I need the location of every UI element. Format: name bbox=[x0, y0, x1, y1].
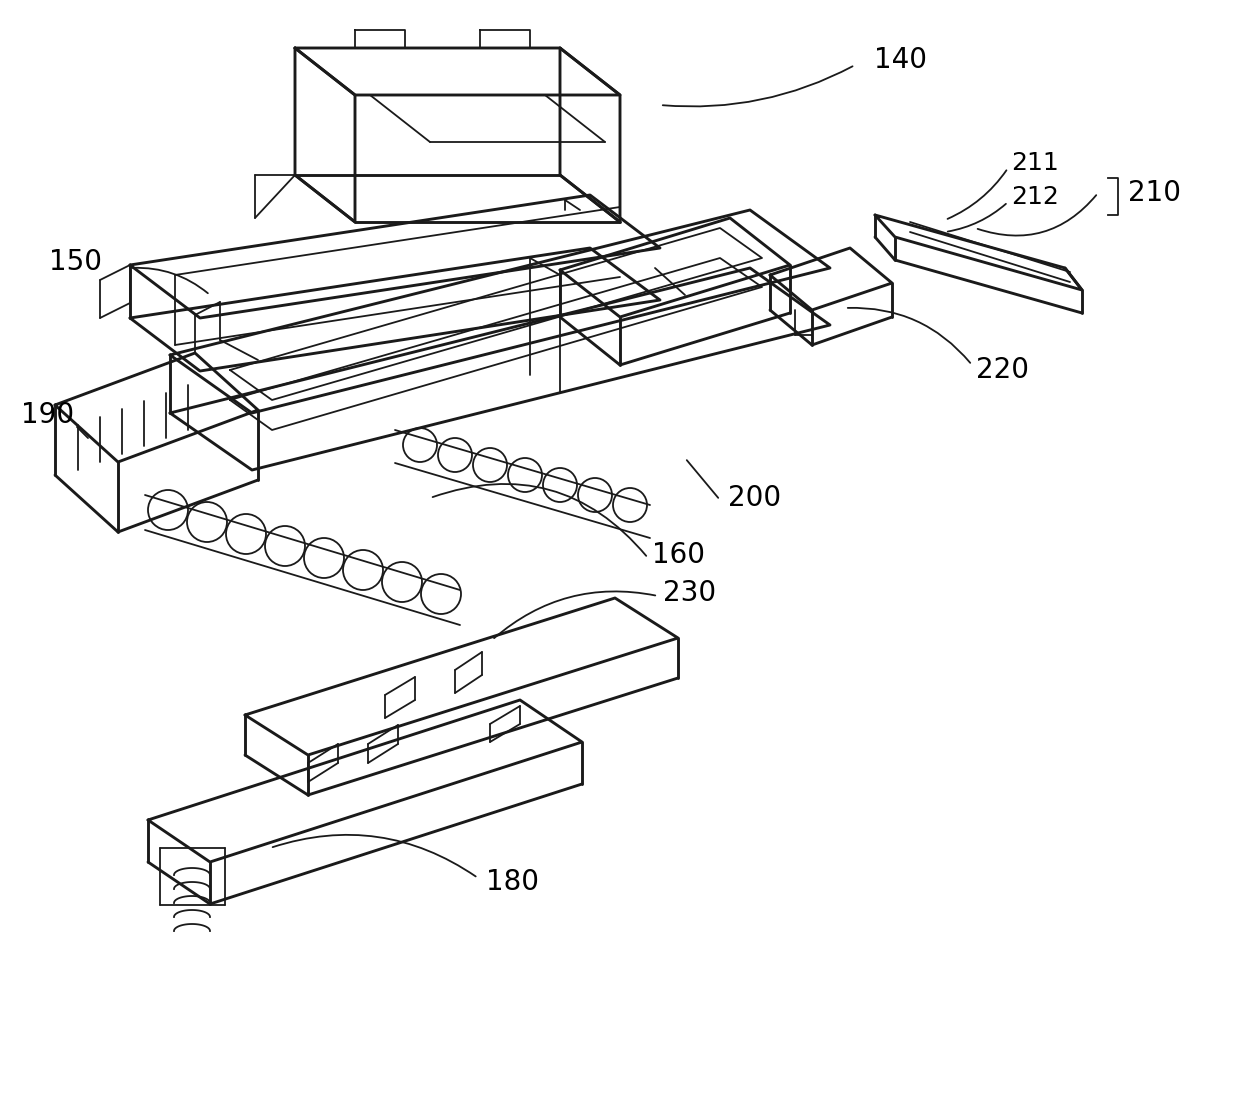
Text: 200: 200 bbox=[728, 483, 781, 512]
Text: 220: 220 bbox=[976, 356, 1028, 384]
Text: 190: 190 bbox=[21, 401, 74, 429]
Text: 180: 180 bbox=[486, 868, 538, 896]
Text: 140: 140 bbox=[873, 46, 926, 74]
Text: 210: 210 bbox=[1128, 179, 1182, 207]
Text: 212: 212 bbox=[1011, 185, 1059, 209]
Text: 211: 211 bbox=[1011, 152, 1059, 175]
Text: 150: 150 bbox=[48, 248, 102, 276]
Text: 230: 230 bbox=[663, 579, 717, 607]
Text: 160: 160 bbox=[651, 541, 704, 569]
